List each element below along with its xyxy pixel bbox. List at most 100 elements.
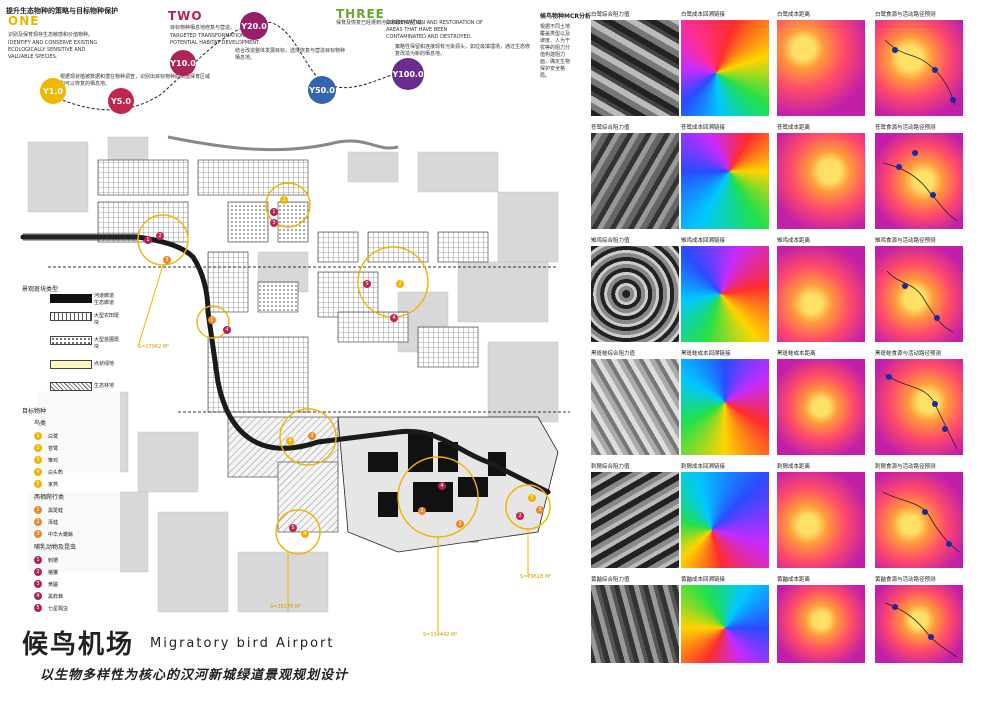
subtitle-chinese: 以生物多样性为核心的汉河新城绿道景观规划设计 — [40, 668, 349, 683]
map-marker-magenta: 2 — [156, 232, 164, 240]
legend-river-label: 河道廊道 — [94, 293, 115, 299]
legend-mammal-marker: 4 — [34, 592, 42, 600]
panel-label: 白鹭综合阻力值 — [591, 12, 630, 18]
backlink-map — [681, 472, 769, 568]
legend-bird-marker: 2 — [34, 444, 42, 452]
legend-mammal-label: 黑蚱蝉 — [48, 594, 64, 600]
strategy-title: 提升生态物种的策略与目标物种保护 — [6, 7, 118, 15]
year-bubble-20: Y20.0 — [240, 12, 268, 40]
legend-species-title: 目标物种 — [22, 408, 47, 415]
mcr-row: 白鹭综合阻力值 白鹭成本回溯链接 白鹭成本距离 白鹭食源与活动路径预测 — [585, 10, 985, 118]
panel-label: 黄鼬食源与活动路径预测 — [875, 577, 936, 583]
phase-one-cn: 识别及保育现存生态敏感和价值物种。 — [8, 32, 94, 38]
legend-mammals-title: 哺乳动物及昆虫 — [34, 544, 77, 551]
backlink-map — [681, 246, 769, 342]
cost-distance-map — [777, 472, 865, 568]
panel-label: 刺猬综合阻力值 — [591, 464, 630, 470]
map-marker-magenta: 5 — [363, 280, 371, 288]
backlink-map — [681, 359, 769, 455]
legend-amphibian-marker: 3 — [34, 530, 42, 538]
cost-distance-map — [777, 246, 865, 342]
panel-label: 雉鸡成本距离 — [777, 238, 811, 244]
map-marker-magenta: 4 — [223, 326, 231, 334]
path-lines — [884, 39, 956, 106]
legend-mammal-marker: 2 — [34, 568, 42, 576]
resistance-map — [591, 585, 679, 663]
panel-label: 雉鸡成本回溯链接 — [681, 238, 726, 244]
path-prediction-map — [875, 246, 963, 342]
map-marker-magenta: 4 — [438, 482, 446, 490]
map-marker-magenta: 4 — [390, 314, 398, 322]
legend-nursery-label: 大型苗圃斑块 — [94, 337, 120, 350]
para-one: 根据现状植被数据和潜在物种调查，识别出目标物种的高值保育区域和可以恢复的栖息地。 — [60, 74, 211, 87]
legend-landscape-title: 景观斑块类型 — [22, 286, 59, 293]
resistance-map — [591, 246, 679, 342]
path-lines — [882, 150, 958, 222]
area-label: S=17962 M² — [138, 344, 170, 350]
panel-label: 刺猬食源与活动路径预测 — [875, 464, 936, 470]
phase-two-cn: 目标物种栖息地修复与营造。 — [170, 25, 236, 31]
legend-amphibian-label: 中华大蟾蜍 — [48, 532, 74, 538]
legend-amphibian-marker: 2 — [34, 518, 42, 526]
map-marker-orange: 3 — [456, 520, 464, 528]
panel-label: 刺猬成本距离 — [777, 464, 811, 470]
legend-birds-title: 鸟类 — [34, 420, 47, 427]
backlink-map — [681, 133, 769, 229]
panel-label: 苍鹭食源与活动路径预测 — [875, 125, 936, 131]
legend-mammal-marker: 3 — [34, 580, 42, 588]
cost-distance-map — [777, 20, 865, 116]
panel-label: 黄鼬综合阻力值 — [591, 577, 630, 583]
legend-mammal-label: 七星瓢虫 — [48, 606, 69, 612]
map-marker-orange: 3 — [163, 256, 171, 264]
map-marker-magenta: 1 — [144, 236, 152, 244]
phase-three-cn: 保育及恢复已经遭到污染和破坏的区域。 — [336, 20, 427, 26]
legend-bird-label: 家燕 — [48, 482, 59, 488]
map-marker-magenta: 2 — [516, 512, 524, 520]
path-lines — [884, 373, 958, 450]
panel-label: 苍鹭成本距离 — [777, 125, 811, 131]
mcr-row: 刺猬综合阻力值 刺猬成本回溯链接 刺猬成本距离 刺猬食源与活动路径预测 — [585, 462, 985, 570]
map-marker-orange: 2 — [418, 507, 426, 515]
map-marker-yellow: 4 — [301, 530, 309, 538]
map-marker-yellow: 5 — [528, 494, 536, 502]
panel-label: 雉鸡综合阻力值 — [591, 238, 630, 244]
panel-label: 黑斑蛙成本回溯链接 — [681, 351, 731, 357]
mcr-row: 黄鼬综合阻力值 黄鼬成本回溯链接 黄鼬成本距离 黄鼬食源与活动路径预测 — [585, 575, 985, 665]
path-prediction-map — [875, 472, 963, 568]
resistance-map — [591, 359, 679, 455]
phase-one-label: ONE — [8, 14, 40, 28]
area-label: S=134442 M² — [423, 632, 458, 638]
legend-bird-label: 雉鸡 — [48, 458, 59, 464]
phase-two-label: TWO — [168, 9, 203, 23]
map-marker-magenta: 3 — [270, 219, 278, 227]
area-label: S=79618 M² — [520, 574, 552, 580]
resistance-map — [591, 133, 679, 229]
legend-bird-marker: 4 — [34, 468, 42, 476]
map-marker-orange: 3 — [308, 432, 316, 440]
year-bubble-5: Y5.0 — [108, 88, 134, 114]
panel-label: 黄鼬成本距离 — [777, 577, 811, 583]
panel-label: 雉鸡食源与活动路径预测 — [875, 238, 936, 244]
legend-swatch-nursery — [50, 336, 92, 345]
path-prediction-map — [875, 359, 963, 455]
legend-swatch-forest — [50, 382, 92, 391]
cost-distance-map — [777, 133, 865, 229]
legend-bird-marker: 5 — [34, 480, 42, 488]
legend-amphibian-label: 泽蛙 — [48, 520, 59, 526]
legend-mammal-label: 猪獾 — [48, 570, 59, 576]
panel-label: 黑斑蛙食源与活动路径预测 — [875, 351, 942, 357]
backlink-map — [681, 20, 769, 116]
legend-bird-label: 苍鹭 — [48, 446, 59, 452]
panel-label: 苍鹭综合阻力值 — [591, 125, 630, 131]
site-map: 1 2 3 2 1 3 5 2 4 1 4 4 3 5 4 4 2 3 5 2 … — [18, 132, 578, 642]
year-bubble-1: Y1.0 — [40, 78, 66, 104]
panel-label: 白鹭成本距离 — [777, 12, 811, 18]
cost-distance-map — [777, 585, 865, 663]
legend-farmland-label: 大型农田斑块 — [94, 313, 120, 326]
timeline-curve — [39, 21, 411, 111]
resistance-map — [591, 472, 679, 568]
legend-bird-marker: 1 — [34, 432, 42, 440]
path-lines — [884, 602, 958, 658]
legend-swatch-greenspace — [50, 360, 92, 369]
mcr-row: 苍鹭综合阻力值 苍鹭成本回溯链接 苍鹭成本距离 苍鹭食源与活动路径预测 — [585, 123, 985, 231]
